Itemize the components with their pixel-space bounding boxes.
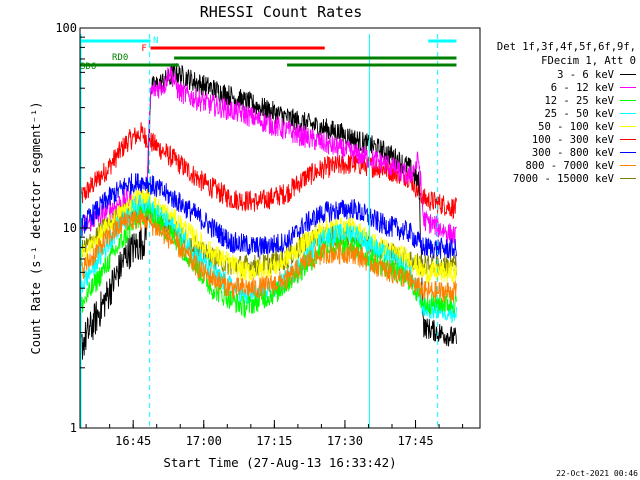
- legend-entries: 3 - 6 keV 6 - 12 keV 12 - 25 keV 25 - 50 ke…: [478, 68, 636, 185]
- legend-swatch: [620, 113, 636, 114]
- x-tick-label-4: 17:45: [397, 434, 433, 448]
- legend-entry: 800 - 7000 keV: [478, 159, 636, 172]
- legend-entry: 12 - 25 keV: [478, 94, 636, 107]
- legend: Det 1f,3f,4f,5f,6f,9f, FDecim 1, Att 0 3…: [478, 40, 636, 185]
- y-tick-label-1: 10: [63, 221, 77, 235]
- legend-swatch: [620, 165, 636, 166]
- legend-label: 50 - 100 keV: [538, 120, 614, 133]
- x-axis-label: Start Time (27-Aug-13 16:33:42): [163, 455, 396, 470]
- legend-swatch: [620, 152, 636, 153]
- x-tick-label-2: 17:15: [256, 434, 292, 448]
- y-tick-label-2: 100: [55, 21, 77, 35]
- x-tick-label-1: 17:00: [186, 434, 222, 448]
- legend-label: 6 - 12 keV: [550, 81, 614, 94]
- legend-entry: 6 - 12 keV: [478, 81, 636, 94]
- legend-entry: 3 - 6 keV: [478, 68, 636, 81]
- legend-entry: 7000 - 15000 keV: [478, 172, 636, 185]
- legend-label: 7000 - 15000 keV: [512, 172, 614, 185]
- legend-entry: 50 - 100 keV: [478, 120, 636, 133]
- flag-label-sd6: SD6: [80, 62, 96, 72]
- series-line-800-7000-kev: [79, 209, 457, 303]
- flag-label-n: N: [153, 36, 158, 46]
- flag-label-f: F: [141, 44, 146, 54]
- legend-header-line-2: FDecim 1, Att 0: [541, 55, 636, 67]
- series-line-3-6-kev: [79, 63, 457, 360]
- series-line-50-100-kev: [79, 188, 457, 285]
- legend-label: 12 - 25 keV: [544, 94, 614, 107]
- legend-swatch: [620, 139, 636, 140]
- chart-title: RHESSI Count Rates: [200, 3, 363, 21]
- x-tick-label-3: 17:30: [327, 434, 363, 448]
- legend-label: 25 - 50 keV: [544, 107, 614, 120]
- legend-swatch: [620, 87, 636, 88]
- y-tick-label-0: 1: [70, 421, 77, 435]
- series-layer: [79, 63, 457, 360]
- flag-bar-layer: NF RD0 SD6: [80, 36, 457, 72]
- series-line-300-800-kev: [79, 173, 457, 260]
- legend-swatch: [620, 126, 636, 127]
- y-axis-label: Count Rate (s⁻¹ detector segment⁻¹): [29, 102, 43, 355]
- x-tick-label-0: 16:45: [115, 434, 151, 448]
- legend-header-line-1: Det 1f,3f,4f,5f,6f,9f,: [496, 41, 636, 53]
- legend-entry: 25 - 50 keV: [478, 107, 636, 120]
- legend-label: 3 - 6 keV: [557, 68, 614, 81]
- legend-entry: 100 - 300 keV: [478, 133, 636, 146]
- legend-label: 300 - 800 keV: [531, 146, 614, 159]
- legend-entry: 300 - 800 keV: [478, 146, 636, 159]
- flag-label-rd0: RD0: [112, 53, 128, 63]
- legend-label: 100 - 300 keV: [531, 133, 614, 146]
- legend-swatch: [620, 74, 636, 75]
- legend-label: 800 - 7000 keV: [525, 159, 614, 172]
- legend-swatch: [620, 100, 636, 101]
- vertical-marker-layer: [80, 34, 439, 428]
- axis-tick-layer: 16:45 17:00 17:15 17:30 17:45 1 10 100: [55, 21, 464, 448]
- footer-timestamp: 22-Oct-2021 00:46: [556, 469, 638, 478]
- legend-swatch: [620, 178, 636, 179]
